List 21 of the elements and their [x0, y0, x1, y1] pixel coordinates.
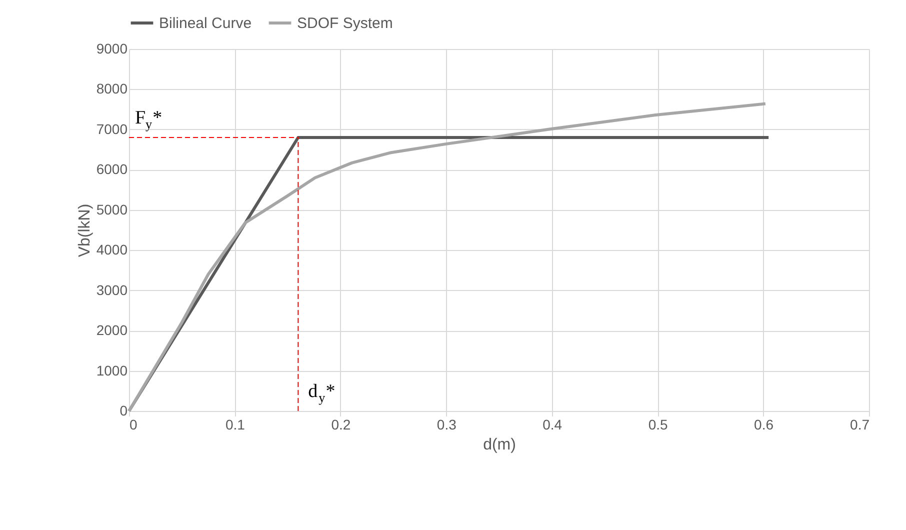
- x-tick-label: 0.1: [225, 416, 246, 432]
- x-axis-title: d(m): [483, 436, 516, 454]
- legend-label: SDOF System: [297, 15, 393, 32]
- y-tick-label: 3000: [96, 282, 128, 298]
- y-tick-label: 5000: [96, 201, 128, 218]
- y-axis-title: Vb(lkN): [76, 204, 94, 258]
- x-tick-label: 0.2: [331, 416, 351, 432]
- y-tick-label: 8000: [96, 80, 128, 97]
- y-tick-label: 2000: [96, 322, 128, 338]
- y-tick-label: 4000: [96, 242, 128, 258]
- x-tick-label: 0.6: [754, 416, 774, 432]
- legend-label: Bilineal Curve: [159, 15, 252, 32]
- x-tick-label: 0.5: [648, 416, 668, 432]
- y-tick-label: 1000: [96, 362, 128, 378]
- y-tick-label: 0: [120, 402, 128, 418]
- y-tick-label: 9000: [96, 40, 128, 56]
- y-tick-label: 6000: [96, 161, 128, 178]
- x-tick-label: 0.3: [436, 416, 457, 432]
- x-tick-label: 0.7: [850, 416, 870, 432]
- x-tick-label: 0.4: [542, 416, 562, 432]
- y-tick-label: 7000: [96, 120, 128, 137]
